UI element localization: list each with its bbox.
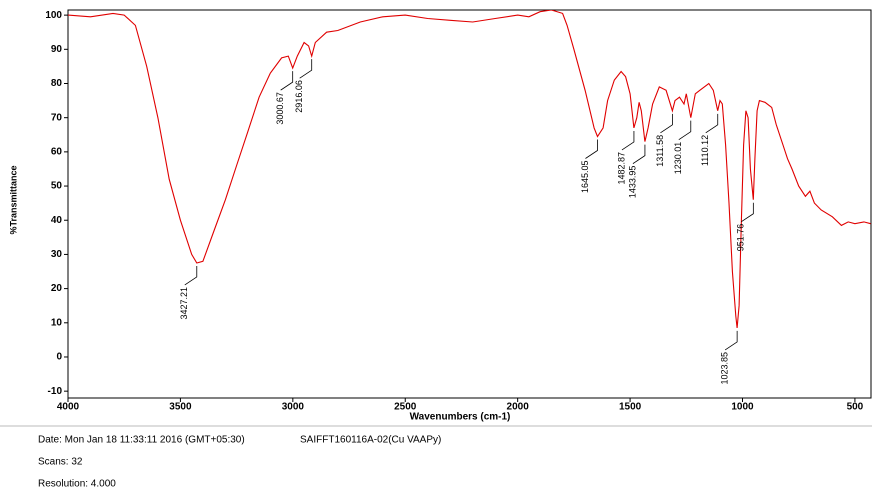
- peak-label: 2916.06: [294, 80, 304, 113]
- y-tick-label: 10: [51, 317, 63, 328]
- plot-frame: [67, 9, 872, 399]
- peak-label: 1230.01: [673, 142, 683, 175]
- peak-label: 1433.95: [627, 166, 637, 199]
- peak-leader: [705, 113, 719, 134]
- y-tick-label: 60: [51, 147, 63, 158]
- peak-label: 1645.05: [580, 160, 590, 193]
- peak-label: 1110.12: [700, 135, 710, 166]
- spectrum-line: [68, 10, 871, 328]
- peak-leader: [280, 71, 294, 91]
- peak-leader: [184, 265, 198, 286]
- y-tick-label: 80: [51, 78, 63, 89]
- peak-leader: [585, 139, 598, 159]
- footer-sample: SAIFFT160116A-02(Cu VAAPy): [300, 435, 441, 446]
- footer-date: Date: Mon Jan 18 11:33:11 2016 (GMT+05:3…: [38, 435, 245, 446]
- x-tick-label: 3000: [282, 402, 305, 413]
- y-tick-label: -10: [48, 386, 63, 397]
- peak-leader: [621, 130, 635, 151]
- peak-leader: [632, 144, 646, 164]
- x-tick-label: 500: [847, 402, 864, 413]
- x-tick-label: 1000: [731, 402, 754, 413]
- y-tick-label: 50: [51, 181, 63, 192]
- y-tick-label: 100: [45, 10, 62, 21]
- peak-leader: [299, 59, 313, 79]
- x-tick-label: 2500: [394, 402, 417, 413]
- y-tick-label: 70: [51, 112, 63, 123]
- peak-leader: [660, 113, 673, 134]
- footer-resolution: Resolution: 4.000: [38, 479, 116, 490]
- peak-label: 1023.85: [720, 352, 730, 385]
- y-axis-label: %Transmittance: [8, 165, 18, 234]
- y-tick-label: 20: [51, 283, 63, 294]
- peak-label: 3000.67: [275, 92, 285, 125]
- x-axis-label: Wavenumbers (cm-1): [410, 412, 511, 423]
- peak-label: 1482.87: [616, 152, 626, 185]
- y-tick-label: 90: [51, 44, 63, 55]
- x-tick-label: 4000: [57, 402, 80, 413]
- y-tick-label: 30: [51, 249, 63, 260]
- peak-label: 3427.21: [179, 287, 189, 320]
- x-tick-label: 2000: [507, 402, 530, 413]
- y-tick-label: 40: [51, 215, 63, 226]
- peak-label: 1311.58: [655, 135, 665, 167]
- peak-leader: [724, 330, 738, 351]
- x-tick-label: 1500: [619, 402, 642, 413]
- peak-leader: [678, 120, 692, 141]
- y-tick-label: 0: [56, 352, 62, 363]
- footer-scans: Scans: 32: [38, 457, 83, 468]
- peak-leader: [741, 202, 754, 223]
- peak-label: 951.76: [736, 224, 746, 252]
- x-tick-label: 3500: [169, 402, 192, 413]
